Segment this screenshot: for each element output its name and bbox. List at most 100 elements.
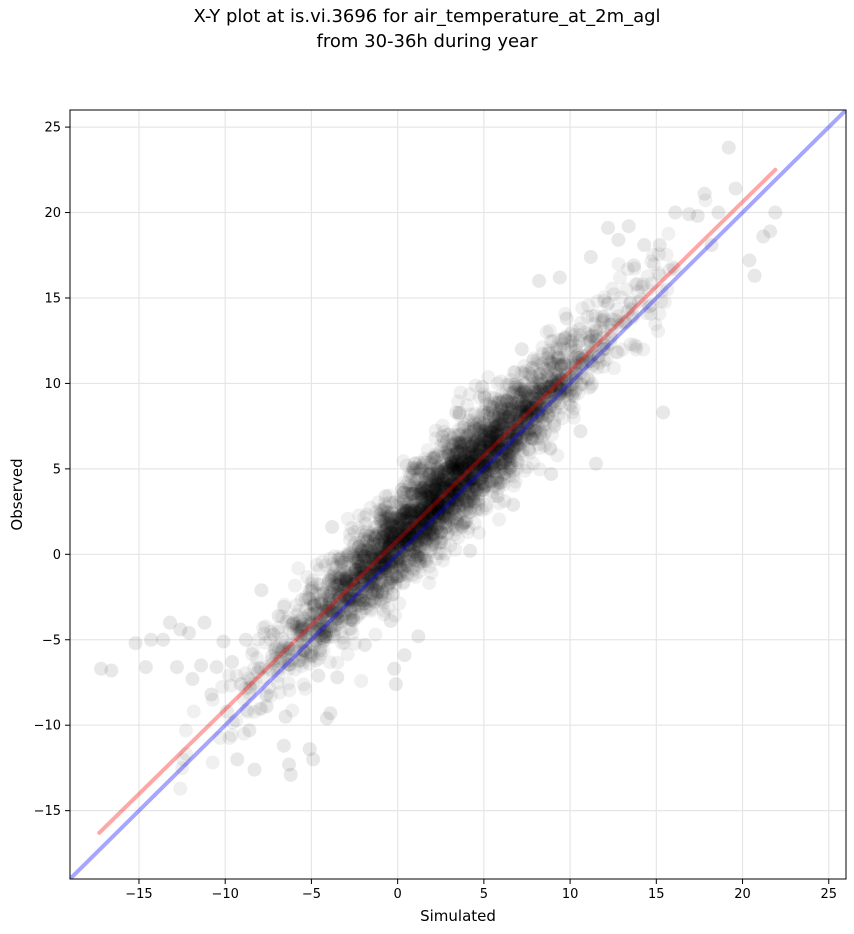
data-point [399, 558, 414, 573]
data-point [270, 662, 285, 677]
data-point [659, 247, 674, 262]
data-point [452, 408, 467, 423]
data-point [486, 440, 501, 455]
data-point [436, 465, 451, 480]
data-point [437, 499, 452, 514]
data-point [378, 543, 393, 558]
data-point [551, 407, 566, 422]
data-point [510, 455, 525, 470]
data-point [426, 527, 441, 542]
data-point [435, 450, 450, 465]
data-point [454, 455, 469, 470]
data-point [315, 582, 330, 597]
data-point [418, 516, 433, 531]
data-point [337, 589, 352, 604]
data-point [337, 579, 352, 594]
data-point [178, 723, 193, 738]
data-point [505, 403, 520, 418]
data-point [302, 656, 317, 671]
data-point [412, 487, 427, 502]
data-point [419, 465, 434, 480]
data-point [580, 348, 595, 363]
data-point [551, 351, 566, 366]
data-point [434, 496, 449, 511]
data-point [278, 635, 293, 650]
data-point [401, 537, 416, 552]
data-point [378, 552, 393, 567]
data-point [441, 511, 456, 526]
y-tick-label: −5 [42, 633, 61, 648]
data-point [451, 444, 466, 459]
data-point [396, 485, 411, 500]
data-point [610, 315, 625, 330]
data-point [506, 411, 521, 426]
data-point [472, 390, 487, 405]
data-point [295, 621, 310, 636]
data-point [457, 449, 472, 464]
data-point [528, 410, 543, 425]
data-point [334, 555, 349, 570]
data-point [490, 431, 505, 446]
data-point [340, 511, 355, 526]
data-point [346, 612, 361, 627]
data-point [333, 568, 348, 583]
data-point [403, 493, 418, 508]
data-point [521, 426, 536, 441]
data-point [429, 454, 444, 469]
data-point [410, 480, 425, 495]
data-point [400, 538, 415, 553]
data-point [360, 534, 375, 549]
data-point [419, 489, 434, 504]
data-point [373, 559, 388, 574]
data-point [452, 427, 467, 442]
data-point [493, 442, 508, 457]
data-point [415, 494, 430, 509]
data-point [360, 577, 375, 592]
data-point [404, 499, 419, 514]
data-point [565, 386, 580, 401]
data-point [467, 459, 482, 474]
data-point [409, 532, 424, 547]
identity-line [70, 110, 846, 879]
data-point [361, 572, 376, 587]
data-point [424, 542, 439, 557]
data-point [654, 283, 669, 298]
data-point [439, 511, 454, 526]
data-point [628, 277, 643, 292]
data-point [642, 299, 657, 314]
data-point [342, 527, 357, 542]
data-point [460, 475, 475, 490]
data-point [459, 514, 474, 529]
data-point [460, 454, 475, 469]
data-point [407, 535, 422, 550]
data-point [349, 570, 364, 585]
data-point [539, 385, 554, 400]
data-point [344, 604, 359, 619]
data-point [379, 572, 394, 587]
data-point [468, 441, 483, 456]
data-point [529, 356, 544, 371]
data-point [440, 472, 455, 487]
points-layer [94, 140, 783, 796]
data-point [380, 527, 395, 542]
data-point [343, 570, 358, 585]
data-point [448, 451, 463, 466]
data-point [573, 377, 588, 392]
data-point [291, 620, 306, 635]
data-point [395, 524, 410, 539]
data-point [448, 542, 463, 557]
data-point [552, 350, 567, 365]
data-point [357, 559, 372, 574]
data-point [490, 423, 505, 438]
data-point [440, 503, 455, 518]
data-point [728, 181, 743, 196]
data-point [473, 416, 488, 431]
data-point [540, 390, 555, 405]
data-point [389, 556, 404, 571]
data-point [356, 593, 371, 608]
data-point [391, 538, 406, 553]
data-point [357, 578, 372, 593]
data-point [435, 472, 450, 487]
data-point [466, 471, 481, 486]
data-point [426, 450, 441, 465]
